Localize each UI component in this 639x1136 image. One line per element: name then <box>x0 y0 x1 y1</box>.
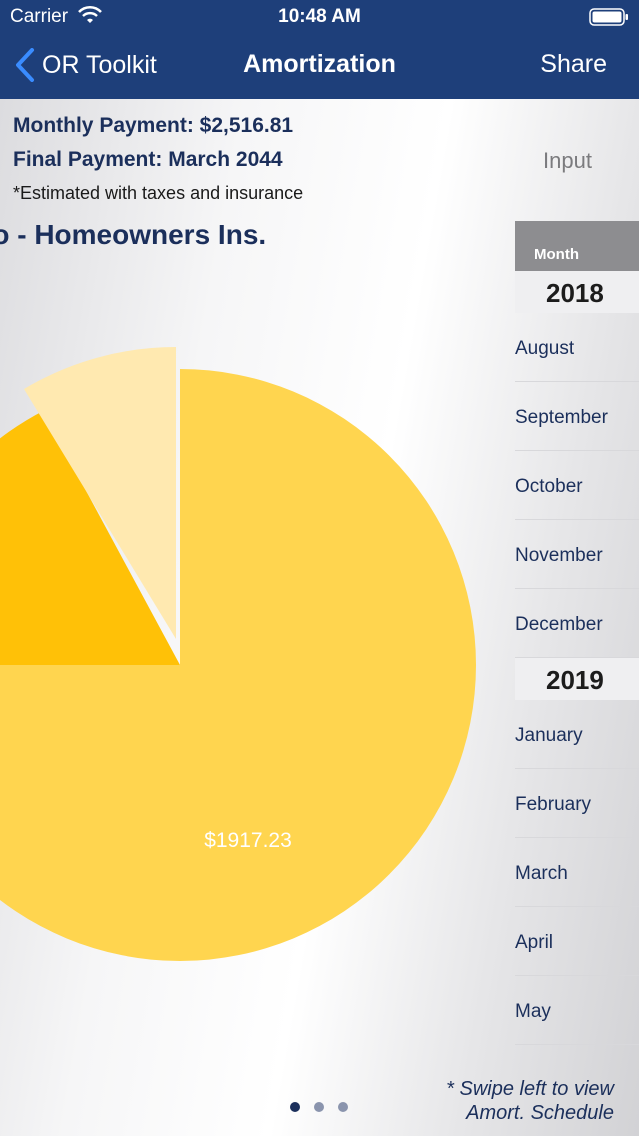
swipe-hint: * Swipe left to view Amort. Schedule <box>446 1077 614 1125</box>
year-label: 2018 <box>546 278 604 308</box>
month-picker-list[interactable]: Month 2018 August September October November D… <box>515 221 639 1045</box>
month-label: September <box>515 407 608 428</box>
month-row[interactable]: September <box>515 382 639 451</box>
swipe-hint-line1: * Swipe left to view <box>446 1078 614 1100</box>
payment-pie-chart[interactable]: $1917.23 <box>0 329 500 979</box>
month-row[interactable]: December <box>515 589 639 658</box>
month-list-header: Month <box>515 221 639 271</box>
pie-slice-label: $1917.23 <box>204 829 292 852</box>
page-dot[interactable] <box>338 1102 348 1112</box>
year-section-header: 2018 <box>515 271 639 313</box>
swipe-hint-line2: Amort. Schedule <box>466 1102 614 1124</box>
month-row[interactable]: August <box>515 313 639 382</box>
pie-slice-principal-interest[interactable] <box>0 369 476 961</box>
month-label: January <box>515 725 583 746</box>
month-row[interactable]: October <box>515 451 639 520</box>
month-row[interactable]: May <box>515 976 639 1045</box>
month-row[interactable]: January <box>515 700 639 769</box>
navigation-bar: OR Toolkit Amortization Share <box>0 32 639 99</box>
back-button[interactable]: OR Toolkit <box>14 47 157 83</box>
status-bar: Carrier 10:48 AM <box>0 0 639 32</box>
input-button[interactable]: Input <box>543 148 592 173</box>
month-label: April <box>515 932 554 953</box>
month-header-label: Month <box>534 246 579 263</box>
estimate-note: *Estimated with taxes and insurance <box>13 183 304 203</box>
month-label: December <box>515 614 603 635</box>
page-title: Amortization <box>243 50 396 78</box>
final-payment: Final Payment: March 2044 <box>13 148 283 171</box>
page-indicator[interactable] <box>290 1102 362 1112</box>
wifi-icon <box>78 5 102 23</box>
share-button[interactable]: Share <box>540 50 607 78</box>
back-button-label: OR Toolkit <box>42 50 157 79</box>
year-section-header: 2019 <box>515 658 639 700</box>
month-label: August <box>515 338 575 359</box>
battery-icon <box>589 8 628 26</box>
monthly-payment: Monthly Payment: $2,516.81 <box>13 114 294 137</box>
pie-slice-insurance[interactable] <box>24 347 176 639</box>
page-dot[interactable] <box>290 1102 300 1112</box>
main-content: Monthly Payment: $2,516.81 Final Payment… <box>0 99 639 1136</box>
chart-caption: $115.00/mo - Homeowners Ins. <box>0 219 267 250</box>
month-label: March <box>515 863 568 884</box>
pie-slice-taxes[interactable] <box>0 411 180 665</box>
month-label: February <box>515 794 592 815</box>
month-row[interactable]: February <box>515 769 639 838</box>
month-row[interactable]: November <box>515 520 639 589</box>
month-row[interactable]: April <box>515 907 639 976</box>
month-label: May <box>515 1001 551 1022</box>
month-label: November <box>515 545 603 566</box>
clock: 10:48 AM <box>278 6 361 27</box>
month-label: October <box>515 476 583 497</box>
chevron-left-icon <box>16 48 34 82</box>
page-dot[interactable] <box>314 1102 324 1112</box>
year-label: 2019 <box>546 665 604 695</box>
month-row[interactable]: March <box>515 838 639 907</box>
carrier-label: Carrier <box>10 6 69 27</box>
